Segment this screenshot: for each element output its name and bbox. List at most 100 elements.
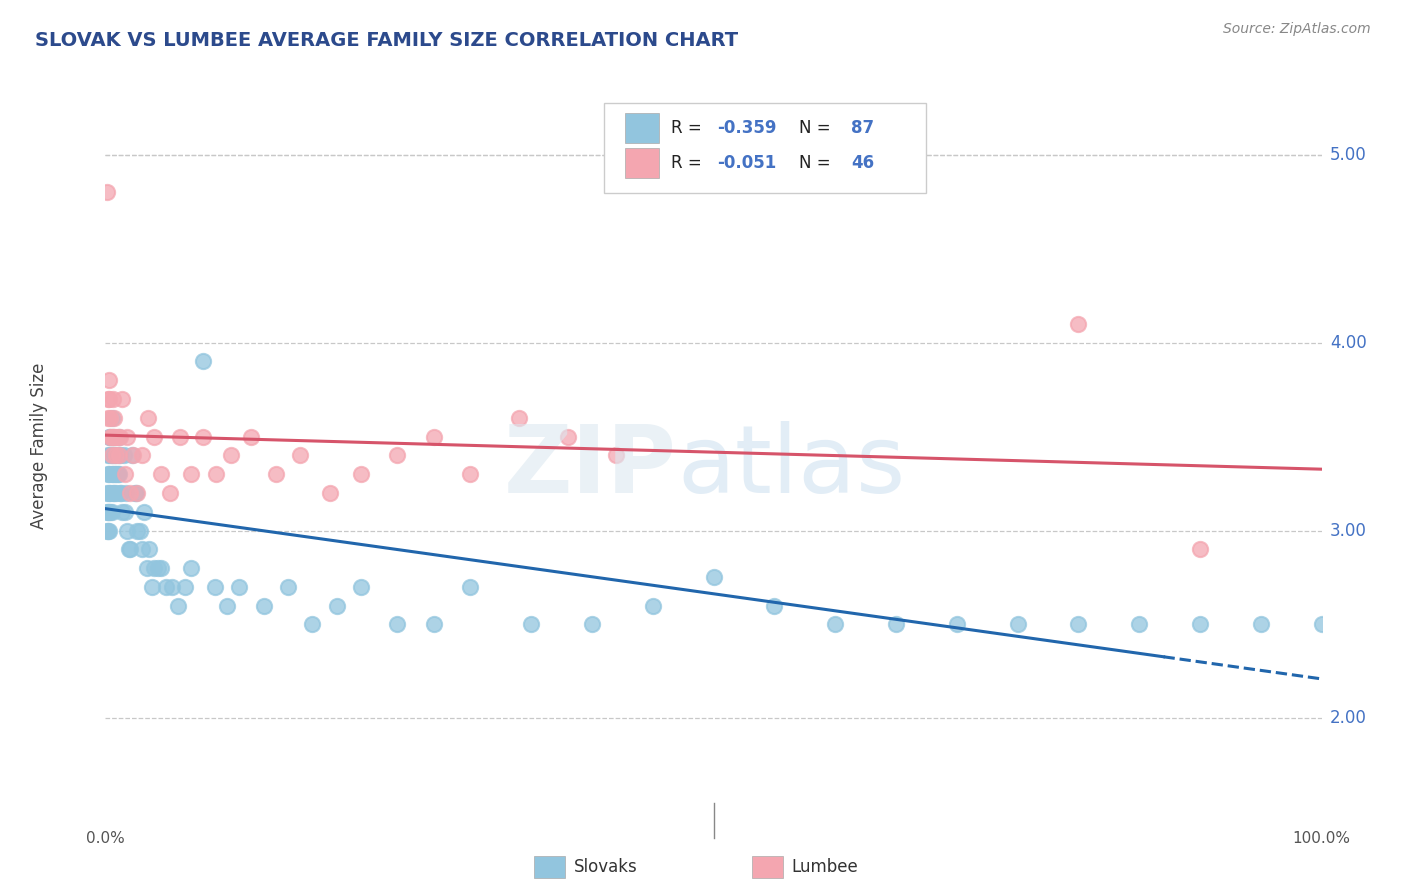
Point (104, 467, 127, 482)
Point (97, 505, 120, 519)
Point (277, 580, 299, 594)
Point (240, 429, 263, 443)
Point (387, 449, 409, 463)
Point (111, 505, 134, 519)
Point (108, 467, 131, 482)
Point (97, 467, 120, 482)
Text: SLOVAK VS LUMBEE AVERAGE FAMILY SIZE CORRELATION CHART: SLOVAK VS LUMBEE AVERAGE FAMILY SIZE COR… (35, 31, 738, 50)
FancyBboxPatch shape (605, 103, 927, 193)
Point (128, 524, 150, 538)
Point (763, 599, 786, 613)
Point (125, 486, 148, 500)
Point (118, 486, 141, 500)
Point (824, 617, 846, 632)
Text: 3.00: 3.00 (1330, 522, 1367, 540)
Text: Lumbee: Lumbee (792, 858, 858, 876)
Point (101, 486, 124, 500)
Point (301, 617, 323, 632)
Point (107, 449, 129, 463)
Point (1189, 617, 1212, 632)
Point (124, 486, 146, 500)
Point (1067, 317, 1090, 331)
Point (96, 186, 118, 200)
Point (131, 542, 153, 557)
Point (146, 561, 169, 575)
Point (121, 449, 143, 463)
Point (135, 561, 157, 575)
Point (97, 524, 120, 538)
Point (100, 505, 122, 519)
Point (105, 486, 128, 500)
Point (96, 524, 118, 538)
Point (458, 580, 481, 594)
Point (143, 561, 166, 575)
Text: Source: ZipAtlas.com: Source: ZipAtlas.com (1223, 22, 1371, 37)
Point (219, 449, 242, 463)
Point (204, 580, 226, 594)
Point (1128, 617, 1150, 632)
Point (96, 505, 118, 519)
Point (125, 524, 148, 538)
Text: atlas: atlas (678, 421, 905, 514)
Point (105, 449, 128, 463)
Point (319, 486, 342, 500)
Point (108, 429, 131, 443)
Point (103, 449, 125, 463)
Point (98, 486, 121, 500)
Point (101, 429, 124, 443)
Point (423, 429, 446, 443)
Text: 2.00: 2.00 (1330, 709, 1367, 727)
Text: 4.00: 4.00 (1330, 334, 1367, 351)
Point (98, 505, 121, 519)
Point (110, 486, 132, 500)
Point (169, 429, 191, 443)
Point (103, 486, 125, 500)
Point (458, 467, 481, 482)
Point (205, 467, 228, 482)
Text: 46: 46 (851, 153, 875, 171)
Point (111, 392, 134, 406)
Point (1067, 617, 1090, 632)
Point (101, 392, 124, 406)
Text: 5.00: 5.00 (1330, 146, 1367, 164)
Point (96, 486, 118, 500)
Point (131, 449, 153, 463)
Point (702, 570, 725, 584)
Text: Slovaks: Slovaks (574, 858, 637, 876)
Text: N =: N = (799, 120, 835, 137)
Point (108, 486, 131, 500)
Point (143, 429, 166, 443)
Point (155, 580, 177, 594)
Point (945, 617, 967, 632)
Point (101, 429, 124, 443)
Point (118, 542, 141, 557)
Text: R =: R = (671, 153, 707, 171)
Text: Average Family Size: Average Family Size (30, 363, 48, 529)
Point (108, 429, 131, 443)
Point (217, 599, 239, 613)
Point (98, 524, 121, 538)
FancyBboxPatch shape (624, 148, 659, 178)
Point (115, 486, 138, 500)
Point (98, 486, 121, 500)
Point (103, 410, 125, 425)
Point (105, 467, 128, 482)
Point (581, 617, 603, 632)
Point (150, 561, 173, 575)
Point (100, 467, 122, 482)
Point (173, 580, 195, 594)
FancyBboxPatch shape (624, 113, 659, 144)
Point (97, 449, 120, 463)
Point (98, 467, 121, 482)
Point (98, 410, 121, 425)
Point (167, 599, 190, 613)
Text: N =: N = (799, 153, 835, 171)
Text: 87: 87 (851, 120, 875, 137)
Text: 100.0%: 100.0% (1292, 831, 1351, 847)
Point (117, 542, 139, 557)
Point (520, 617, 543, 632)
Point (98, 505, 121, 519)
Point (641, 599, 664, 613)
Point (98, 429, 121, 443)
Point (191, 429, 214, 443)
